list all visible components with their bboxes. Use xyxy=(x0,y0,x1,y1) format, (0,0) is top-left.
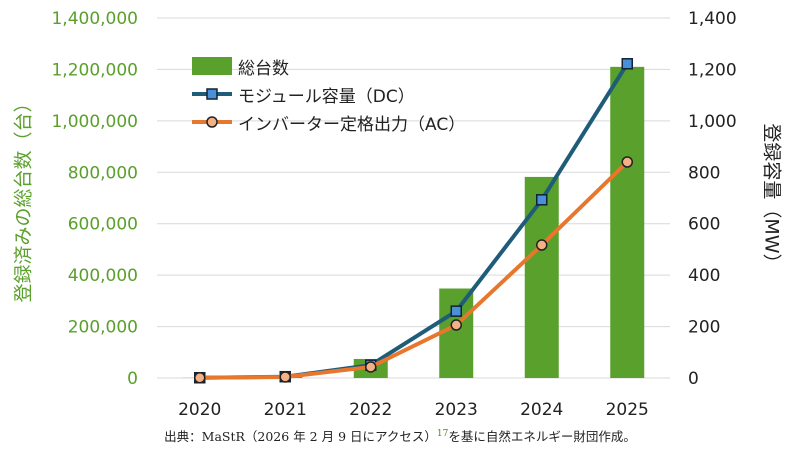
dc-marker xyxy=(536,194,548,206)
y-tick-left: 600,000 xyxy=(68,215,138,235)
source-prefix: 出典：MaStR（2026 年 2 月 9 日にアクセス） xyxy=(164,429,437,444)
ac-marker xyxy=(194,371,206,384)
legend-label: 総台数 xyxy=(238,58,289,79)
y-tick-right: 1,000 xyxy=(688,112,737,132)
x-tick: 2022 xyxy=(349,400,392,420)
y-tick-left: 200,000 xyxy=(68,318,138,338)
x-tick: 2020 xyxy=(178,400,221,420)
y-axis-left-label: 登録済みの総台数（台） xyxy=(12,93,35,303)
y-tick-right: 400 xyxy=(688,266,720,286)
ac-marker xyxy=(279,371,291,383)
series-line-ac xyxy=(199,160,629,380)
legend-item-ac: インバーター定格出力（AC） xyxy=(192,108,465,136)
legend: 総台数 モジュール容量（DC） インバーター定格出力（AC） xyxy=(192,52,465,136)
legend-swatch-dc xyxy=(192,85,232,103)
legend-swatch-bar xyxy=(192,57,232,75)
source-suffix: を基に自然エネルギー財団作成。 xyxy=(448,429,636,444)
x-tick: 2024 xyxy=(520,400,563,420)
y-tick-right: 1,200 xyxy=(688,60,737,80)
legend-label: モジュール容量（DC） xyxy=(238,86,415,107)
y-tick-left: 1,000,000 xyxy=(51,112,138,132)
legend-swatch-ac xyxy=(192,113,232,131)
y-tick-right: 600 xyxy=(688,215,720,235)
source-footnote: 17 xyxy=(436,428,449,439)
y-tick-left: 0 xyxy=(127,369,138,389)
y-tick-left: 400,000 xyxy=(68,266,138,286)
legend-label: インバーター定格出力（AC） xyxy=(238,114,466,135)
dc-marker xyxy=(450,305,462,317)
x-tick: 2023 xyxy=(435,400,478,420)
y-axis-right-label: 登録容量（MW） xyxy=(760,123,783,273)
y-tick-left: 1,400,000 xyxy=(51,9,138,29)
y-tick-right: 0 xyxy=(688,369,699,389)
ac-marker xyxy=(621,156,633,168)
ac-marker xyxy=(365,361,377,373)
ac-marker xyxy=(536,239,548,251)
ac-marker xyxy=(450,319,462,331)
dc-marker xyxy=(621,58,633,70)
bar xyxy=(439,288,474,378)
y-tick-left: 1,200,000 xyxy=(51,60,138,80)
x-tick: 2021 xyxy=(264,400,307,420)
source-note: 出典：MaStR（2026 年 2 月 9 日にアクセス）17を基に自然エネルギ… xyxy=(0,426,800,445)
y-tick-right: 1,400 xyxy=(688,9,737,29)
bar xyxy=(610,66,645,378)
y-tick-left: 800,000 xyxy=(68,163,138,183)
legend-item-dc: モジュール容量（DC） xyxy=(192,80,465,108)
y-tick-right: 200 xyxy=(688,318,720,338)
legend-item-total: 総台数 xyxy=(192,52,465,80)
y-tick-right: 800 xyxy=(688,163,720,183)
bar xyxy=(524,176,559,378)
x-tick: 2025 xyxy=(606,400,649,420)
